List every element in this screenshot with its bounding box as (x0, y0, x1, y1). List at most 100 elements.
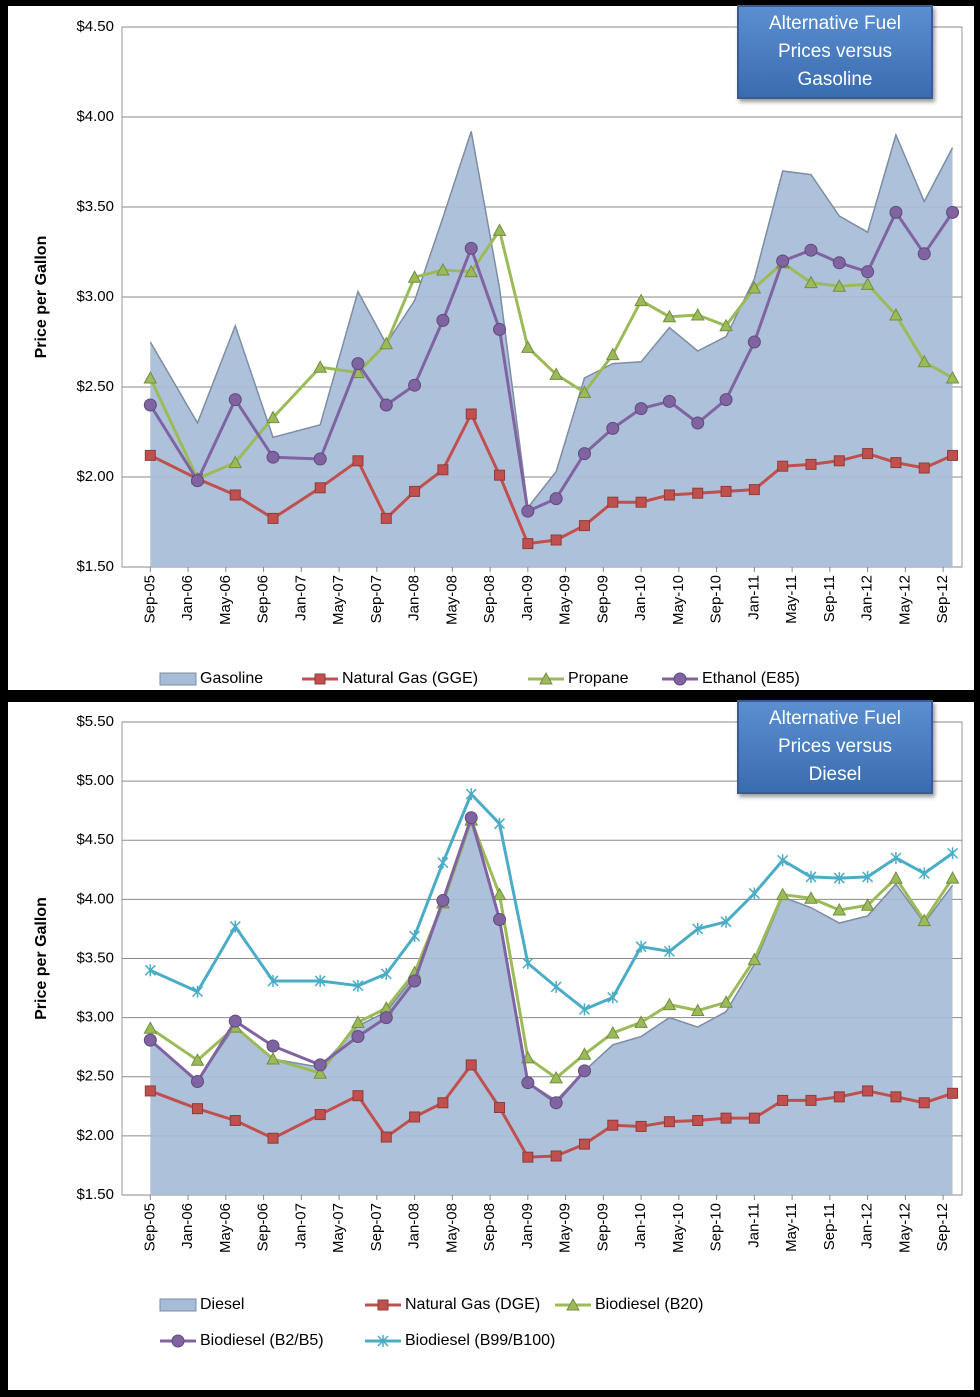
marker (662, 997, 677, 1011)
marker (578, 1138, 590, 1150)
area (150, 131, 953, 567)
legend-swatch (159, 672, 197, 686)
marker (607, 496, 619, 508)
marker (171, 1334, 185, 1348)
marker (832, 256, 846, 270)
legend-label: Diesel (200, 1296, 244, 1313)
marker (804, 243, 818, 257)
marker (313, 1066, 328, 1079)
marker (719, 995, 733, 1008)
marker (747, 280, 762, 294)
marker (539, 671, 553, 685)
marker (521, 1076, 535, 1090)
x-tick-label: Jan-11 (745, 575, 762, 620)
marker (607, 1119, 619, 1131)
marker (861, 265, 875, 279)
marker (379, 1011, 393, 1025)
marker (550, 980, 562, 993)
y-tick-label: $1.50 (76, 1186, 114, 1203)
marker (777, 460, 789, 472)
marker (352, 1090, 364, 1102)
x-tick-label: Jan-12 (859, 575, 876, 621)
marker (889, 871, 903, 884)
marker (663, 945, 675, 958)
marker (690, 1003, 705, 1017)
marker (465, 408, 477, 420)
marker (635, 940, 647, 953)
marker (862, 448, 874, 460)
marker (267, 974, 279, 987)
marker (634, 293, 648, 307)
area (150, 822, 953, 1195)
marker (662, 394, 676, 408)
marker (550, 534, 562, 546)
y-tick-label: $2.00 (76, 1127, 114, 1144)
x-tick-label: Jan-06 (179, 575, 196, 621)
legend-label: Natural Gas (GGE) (342, 670, 478, 687)
marker (578, 520, 590, 532)
marker (313, 360, 328, 373)
marker (890, 1091, 902, 1103)
marker (522, 538, 534, 550)
legend-label: Biodiesel (B20) (595, 1296, 704, 1313)
x-tick-label: Sep-11 (821, 1203, 838, 1250)
marker (313, 452, 327, 466)
marker (776, 254, 790, 268)
marker (605, 347, 620, 361)
marker (690, 307, 705, 321)
marker (379, 398, 393, 412)
marker (832, 279, 847, 292)
marker (191, 1074, 205, 1088)
marker (890, 457, 902, 469)
marker (692, 922, 704, 935)
marker (190, 1053, 205, 1066)
marker (890, 851, 902, 864)
marker (144, 964, 156, 977)
marker (747, 952, 762, 966)
y-tick-label: $5.00 (76, 772, 114, 789)
marker (229, 1115, 241, 1127)
y-tick-label: $2.00 (76, 468, 114, 485)
marker (143, 1021, 158, 1034)
marker (522, 957, 534, 970)
marker (748, 1112, 760, 1124)
marker (918, 867, 930, 880)
marker (191, 985, 204, 998)
x-tick-label: Sep-09 (594, 575, 611, 623)
y-tick-label: $4.00 (76, 108, 114, 125)
x-tick-label: May-09 (557, 575, 574, 625)
marker (314, 673, 326, 685)
x-tick-label: May-08 (443, 575, 460, 625)
x-tick-label: Sep-07 (368, 1203, 385, 1251)
legend-label: Natural Gas (DGE) (405, 1296, 540, 1313)
marker (380, 967, 392, 980)
marker (692, 487, 704, 499)
marker (379, 336, 394, 350)
marker (266, 450, 280, 464)
marker (777, 854, 789, 867)
marker (945, 370, 960, 384)
marker (437, 1097, 449, 1109)
x-tick-label: Sep-05 (141, 1203, 158, 1251)
x-tick-label: Sep-06 (255, 1203, 272, 1251)
marker (832, 902, 847, 916)
x-tick-label: Sep-06 (255, 575, 272, 623)
x-tick-label: May-07 (330, 1203, 347, 1253)
marker (889, 307, 903, 321)
marker (465, 1059, 477, 1071)
marker (407, 270, 422, 283)
marker (605, 1025, 620, 1039)
x-tick-label: Jan-10 (632, 575, 649, 621)
marker (549, 1070, 563, 1084)
chart-title: Alternative Fuel Prices versus Gasoline (737, 5, 933, 99)
marker (945, 871, 960, 884)
x-tick-label: May-10 (670, 575, 687, 625)
x-tick-label: Jan-06 (179, 1203, 196, 1249)
marker (229, 920, 241, 933)
marker (352, 455, 364, 467)
marker (464, 241, 478, 255)
x-tick-label: Sep-08 (481, 575, 498, 623)
x-tick-label: Jan-08 (406, 575, 423, 621)
marker (352, 979, 364, 992)
